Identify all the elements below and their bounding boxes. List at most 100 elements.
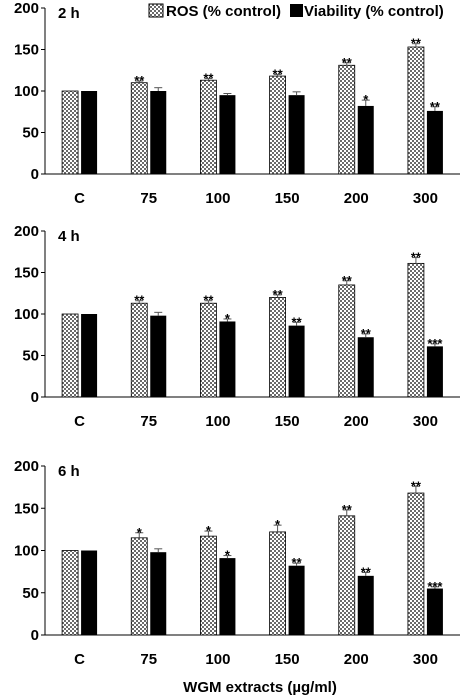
- bar-ros: [130, 537, 148, 636]
- significance-mark: **: [361, 326, 372, 341]
- bar-viability: [81, 91, 98, 174]
- significance-mark: *: [206, 523, 212, 538]
- panel-label: 6 h: [58, 463, 80, 480]
- significance-mark: **: [203, 293, 214, 308]
- panel-label: 4 h: [58, 228, 80, 245]
- y-tick-label: 50: [22, 348, 39, 365]
- bar-viability: [426, 588, 443, 635]
- y-tick-label: 0: [31, 627, 39, 644]
- legend-label-ros: ROS (% control): [166, 3, 281, 20]
- x-tick-label: 100: [205, 190, 230, 207]
- bar-viability: [150, 315, 167, 397]
- bar-viability: [150, 91, 167, 174]
- x-tick-label: C: [74, 413, 85, 430]
- significance-mark: **: [134, 293, 145, 308]
- legend-swatch-ros: [148, 3, 164, 18]
- significance-mark: **: [342, 273, 353, 288]
- significance-mark: **: [411, 36, 422, 51]
- significance-mark: **: [342, 502, 353, 517]
- x-tick-label: 100: [205, 651, 230, 668]
- significance-mark: **: [134, 73, 145, 88]
- x-tick-label: 200: [344, 413, 369, 430]
- bar-viability: [150, 552, 167, 635]
- y-tick-label: 100: [14, 306, 39, 323]
- bar-ros: [269, 296, 286, 398]
- x-tick-label: 150: [275, 651, 300, 668]
- y-tick-label: 200: [14, 223, 39, 240]
- x-tick-label: 75: [140, 651, 157, 668]
- bar-viability: [357, 575, 374, 635]
- significance-mark: *: [363, 92, 369, 107]
- significance-mark: **: [411, 250, 422, 265]
- x-tick-label: C: [74, 190, 85, 207]
- bar-viability: [288, 325, 305, 397]
- y-tick-label: 0: [31, 389, 39, 406]
- bar-viability: [357, 337, 374, 397]
- bar-ros: [338, 64, 356, 175]
- bar-ros: [61, 550, 79, 636]
- y-tick-label: 200: [14, 458, 39, 475]
- y-tick-label: 150: [14, 42, 39, 59]
- bar-ros: [61, 90, 79, 175]
- bar-viability: [426, 110, 443, 174]
- significance-mark: **: [273, 66, 284, 81]
- y-tick-label: 150: [14, 500, 39, 517]
- bar-viability: [81, 550, 98, 635]
- x-tick-label: 150: [275, 190, 300, 207]
- legend-swatch-viability: [290, 4, 303, 17]
- significance-mark: **: [273, 287, 284, 302]
- bar-ros: [200, 79, 217, 175]
- bar-viability: [81, 314, 98, 397]
- bar-viability: [288, 565, 305, 635]
- y-tick-label: 150: [14, 265, 39, 282]
- x-tick-label: 300: [413, 190, 438, 207]
- significance-mark: **: [342, 55, 353, 70]
- bar-viability: [219, 321, 236, 397]
- bar-ros: [269, 75, 286, 175]
- legend-label-viability: Viability (% control): [304, 3, 444, 20]
- y-tick-label: 50: [22, 585, 39, 602]
- bar-ros: [407, 46, 425, 175]
- bar-ros: [338, 515, 356, 636]
- significance-mark: **: [411, 478, 422, 493]
- bar-ros: [407, 492, 425, 636]
- x-tick-label: 300: [413, 651, 438, 668]
- y-tick-label: 100: [14, 83, 39, 100]
- bar-viability: [219, 558, 236, 635]
- significance-mark: *: [225, 311, 231, 326]
- bar-viability: [357, 105, 374, 174]
- bar-ros: [200, 302, 217, 398]
- significance-mark: **: [292, 555, 303, 570]
- y-tick-label: 50: [22, 125, 39, 142]
- x-tick-label: 300: [413, 413, 438, 430]
- bar-ros: [338, 284, 356, 398]
- significance-mark: *: [225, 548, 231, 563]
- bar-ros: [130, 302, 148, 398]
- x-tick-label: C: [74, 651, 85, 668]
- x-tick-label: 200: [344, 651, 369, 668]
- significance-mark: *: [275, 517, 281, 532]
- panel-label: 2 h: [58, 5, 80, 22]
- x-tick-label: 75: [140, 413, 157, 430]
- x-tick-label: 150: [275, 413, 300, 430]
- x-tick-label: 75: [140, 190, 157, 207]
- bar-viability: [426, 346, 443, 397]
- significance-mark: **: [361, 564, 372, 579]
- y-tick-label: 0: [31, 166, 39, 183]
- x-tick-label: 200: [344, 190, 369, 207]
- y-tick-label: 100: [14, 543, 39, 560]
- significance-mark: *: [137, 525, 143, 540]
- significance-mark: **: [292, 314, 303, 329]
- bar-ros: [61, 313, 79, 398]
- significance-mark: ***: [427, 336, 443, 351]
- x-axis-title: WGM extracts (µg/ml): [183, 679, 337, 696]
- y-tick-label: 200: [14, 0, 39, 17]
- legend: ROS (% control) Viability (% control): [148, 3, 444, 20]
- x-tick-label: 100: [205, 413, 230, 430]
- bar-ros: [200, 535, 217, 636]
- significance-mark: **: [430, 99, 441, 114]
